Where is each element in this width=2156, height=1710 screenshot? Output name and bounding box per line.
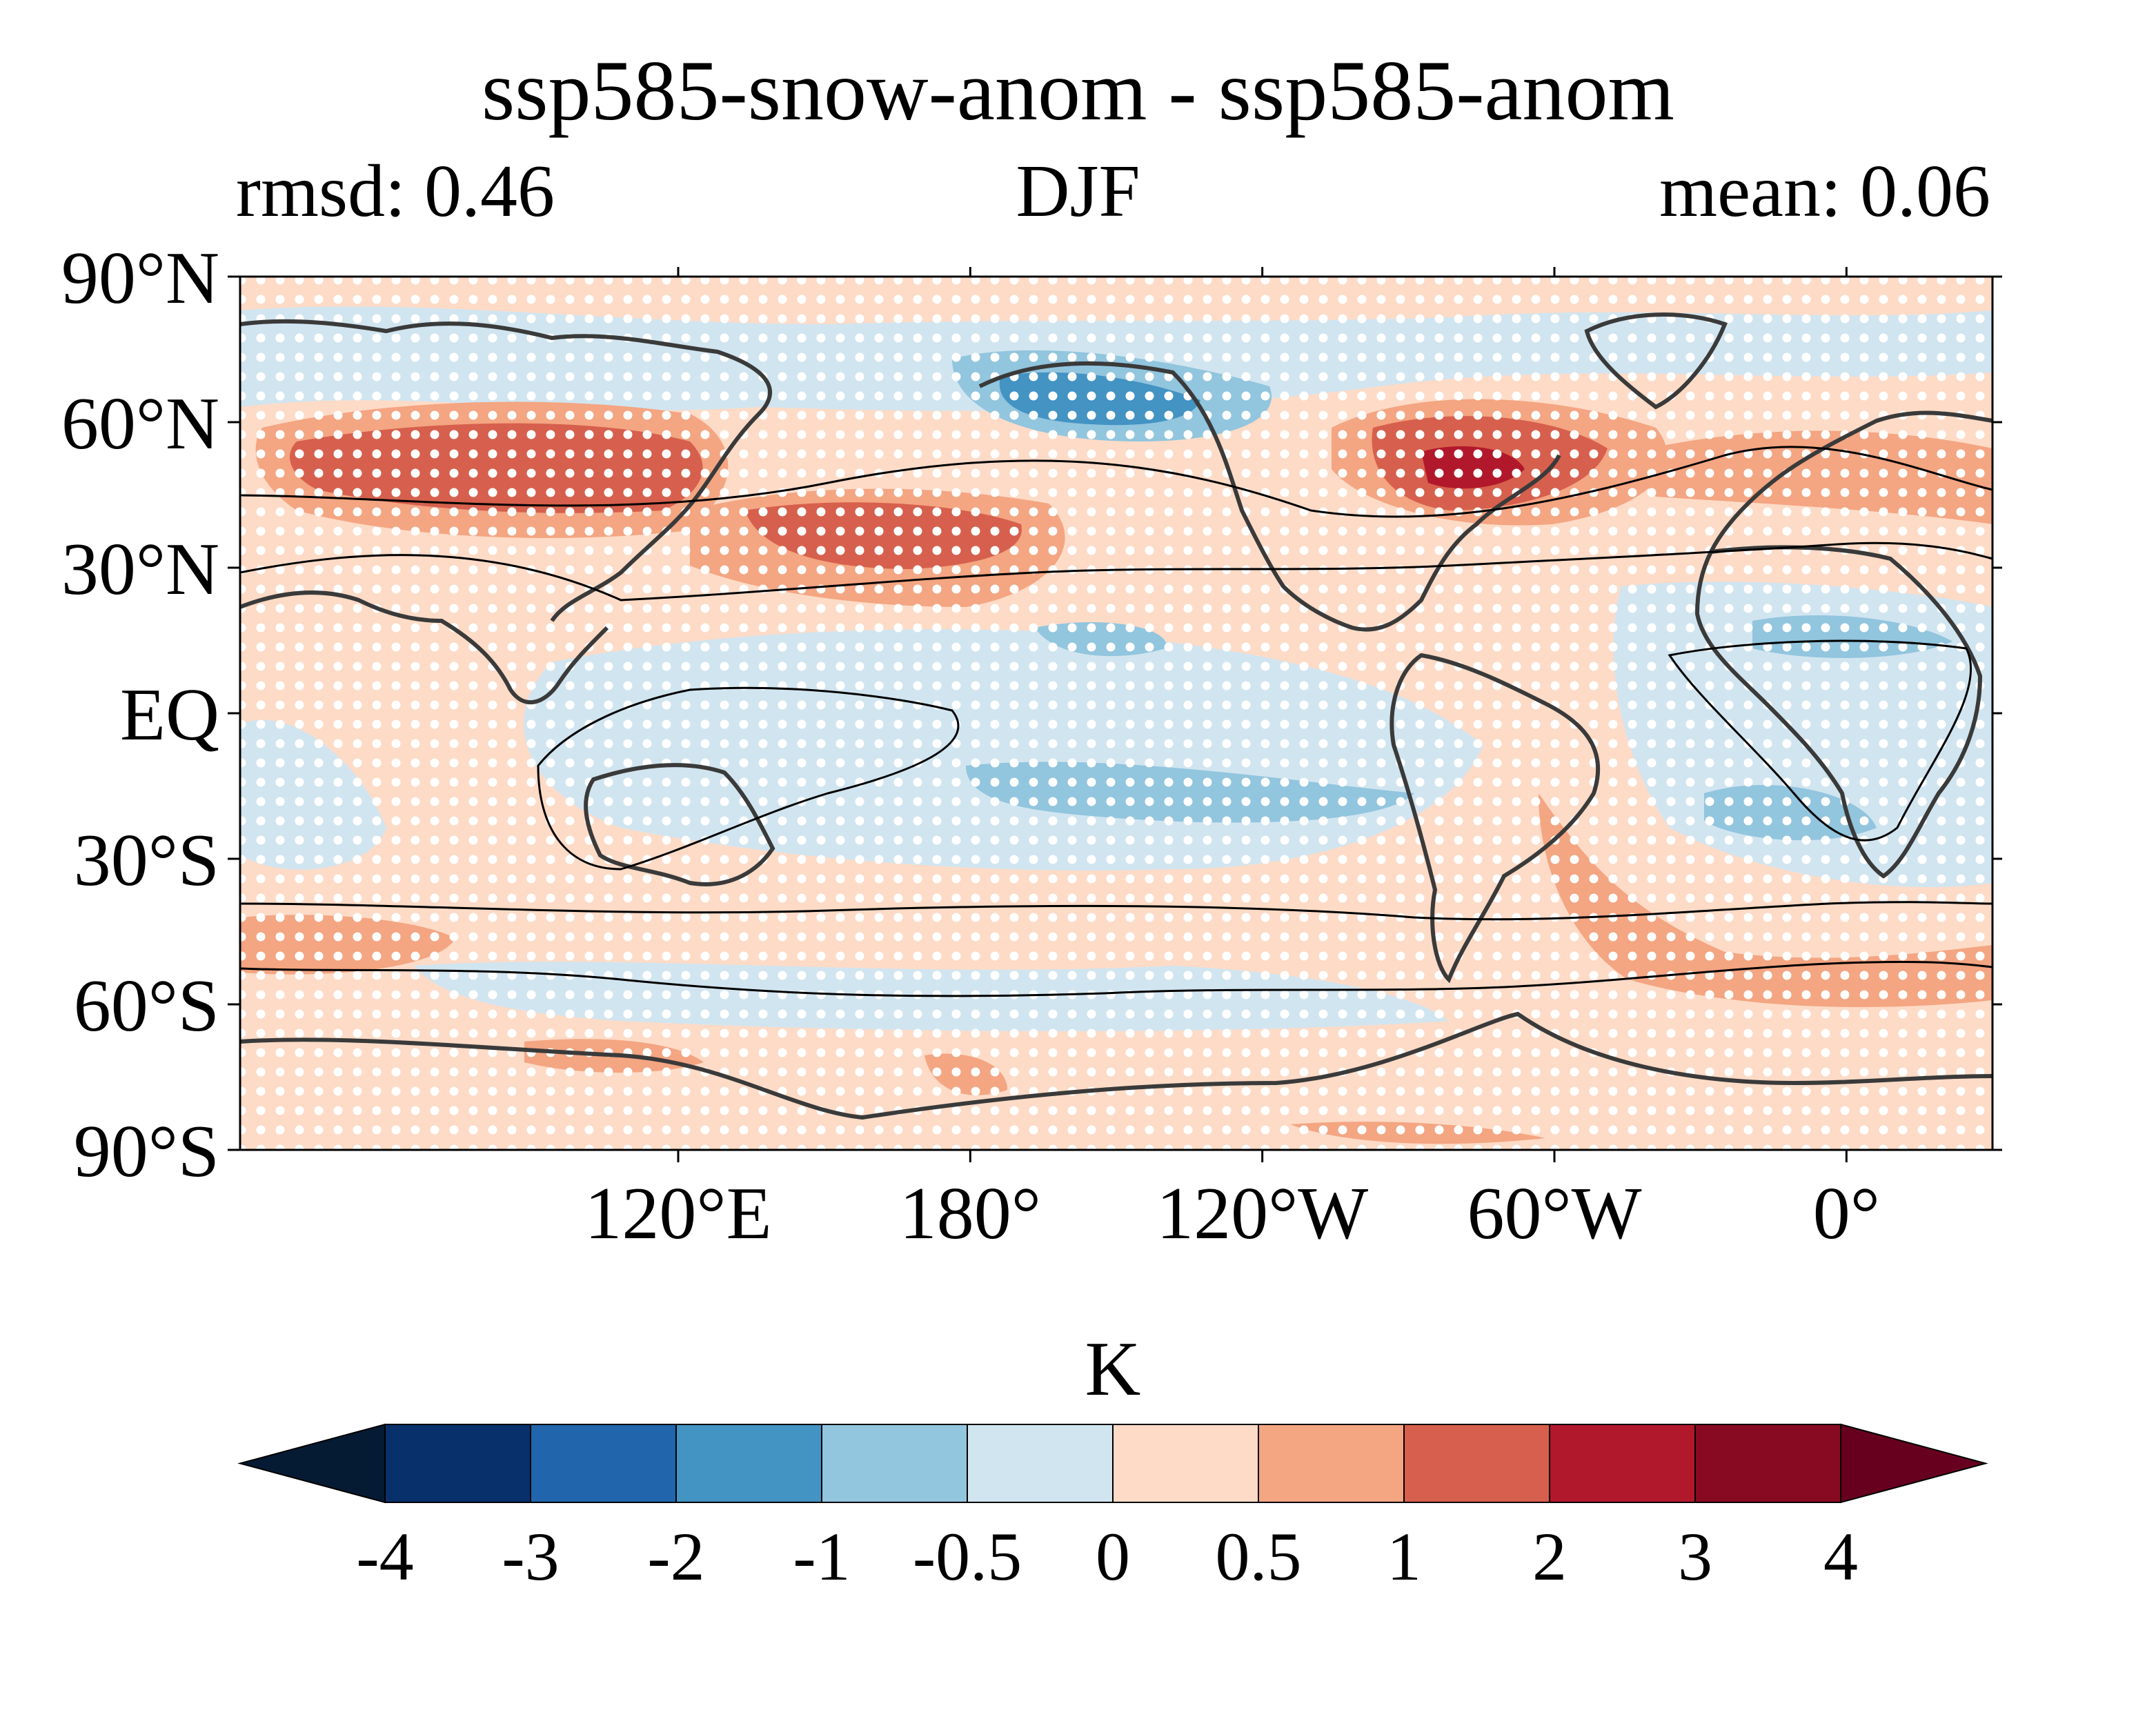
colorbar: -4 -3 -2 -1 -0.5 0 0.5 1 2 3 4 [237,1423,1988,1595]
jet-contours [240,446,1992,997]
lat-tick-label: EQ [120,674,219,756]
colorbar-tick-label: 4 [1823,1518,1858,1595]
coast-india-sea [240,590,609,704]
coast-north-america [978,361,1561,632]
season-label: DJF [1016,150,1140,232]
jet-contour-nh-north [240,446,1992,518]
coast-greenland [1584,312,1728,410]
coast-africa [1694,545,1983,879]
lon-tick-label: 180° [900,1173,1041,1255]
colorbar-label: K [1085,1326,1141,1412]
coast-south-america [1389,653,1601,984]
jet-contour-tropical [537,686,960,871]
longitude-axis: 120°E 180° 120°W 60°W 0° [584,267,1880,1255]
lon-tick-label: 60°W [1467,1173,1641,1255]
lat-tick-label: 30°S [74,819,219,902]
lat-tick-label: 30°N [61,528,219,610]
jet-contour-sh-north [240,901,1992,921]
coast-australia [584,763,775,886]
coast-antarctica [240,1011,1992,1120]
colorbar-extend-over [1840,1423,1988,1504]
lon-tick-label: 120°E [584,1173,771,1255]
colorbar-tick-label: -1 [793,1518,850,1595]
colorbar-segment [1112,1424,1259,1503]
lat-tick-label: 60°N [61,383,219,465]
colorbar-segment [384,1424,531,1503]
colorbar-tick-label: 2 [1532,1518,1567,1595]
colorbar-segment [1694,1424,1841,1503]
colorbar-tick-label: 0.5 [1216,1518,1302,1595]
jet-contour-sh-south [240,960,1992,997]
colorbar-tick-label: -4 [356,1518,413,1595]
mean-label: mean: 0.06 [1659,150,1990,232]
lon-tick-label: 0° [1813,1173,1880,1255]
chart-title: ssp585-snow-anom - ssp585-anom [482,43,1674,138]
colorbar-tick-label: -0.5 [913,1518,1022,1595]
latitude-axis: 90°N 60°N 30°N EQ 30°S 60°S 90°S [61,237,2002,1193]
coastlines [240,312,1992,1120]
colorbar-segment [1403,1424,1550,1503]
coast-eurasia-north [240,319,773,622]
significance-stippling [240,277,1992,1150]
colorbar-tick-label: 1 [1387,1518,1421,1595]
colorbar-tick-label: 3 [1678,1518,1712,1595]
colorbar-segment [675,1424,822,1503]
lat-tick-label: 90°S [74,1111,219,1193]
rmsd-label: rmsd: 0.46 [236,150,555,232]
jet-contour-atlantic-tropics [1668,639,1972,842]
colorbar-tick-label: 0 [1096,1518,1130,1595]
colorbar-segment [821,1424,968,1503]
colorbar-tick-label: -3 [502,1518,559,1595]
colorbar-segment [1258,1424,1405,1503]
colorbar-tick-label: -2 [647,1518,704,1595]
map-area [240,277,1992,1150]
lon-tick-label: 120°W [1156,1173,1368,1255]
colorbar-segment [1549,1424,1696,1503]
lat-tick-label: 90°N [61,237,219,319]
jet-contour-nh-south [240,541,1992,602]
colorbar-segment [967,1424,1114,1503]
coast-europe [1709,410,1992,553]
colorbar-extend-under [237,1423,386,1504]
colorbar-segment [530,1424,677,1503]
lat-tick-label: 60°S [74,965,219,1047]
